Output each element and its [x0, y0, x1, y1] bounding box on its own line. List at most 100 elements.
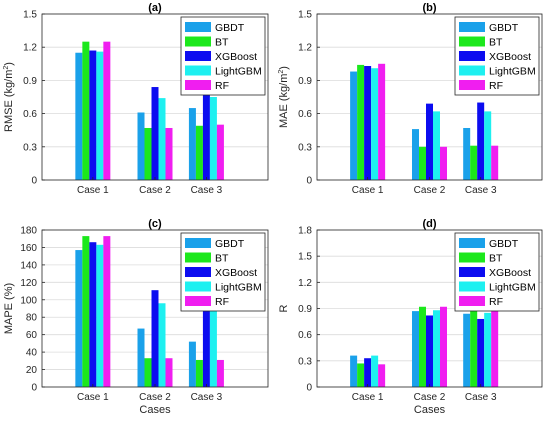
legend-label-bt: BT: [489, 253, 503, 265]
legend-swatch-rf: [185, 296, 211, 306]
axes-box: [41, 13, 269, 181]
legend: GBDT BT XGBoost LightGBM RF: [454, 232, 540, 312]
legend-swatch-bt: [459, 252, 485, 263]
legend-swatch-xgboost: [185, 51, 211, 61]
x-tick-label: Case 1: [352, 185, 384, 196]
bar-xgboost-case-2: [426, 103, 433, 180]
y-tick-label: 0.6: [23, 109, 37, 120]
bar-rf-case-2: [440, 146, 447, 180]
x-tick-label: Case 3: [191, 185, 223, 196]
bar-gbdt-case-3: [463, 127, 471, 180]
bar-lightgbm-case-2: [158, 98, 166, 180]
axes-box: [41, 229, 269, 388]
y-tick-label: 0: [306, 383, 312, 394]
y-tick-label: 0.9: [298, 304, 312, 315]
x-tick-label: Case 3: [465, 392, 497, 403]
y-tick-label: 0: [31, 176, 37, 187]
legend-label-gbdt: GBDT: [489, 22, 519, 34]
bar-xgboost-case-2: [151, 290, 159, 387]
y-tick-label: 80: [26, 313, 38, 324]
panel-1: 0 0.3 0.6 0.9 1.2 1.5 Case 1 Case 2 Case 3 (a) RMS…: [3, 2, 269, 196]
y-axis-label: MAE (kg/m2): [278, 66, 290, 128]
bar-gbdt-case-3: [463, 313, 471, 387]
x-tick-label: Case 1: [352, 392, 384, 403]
legend-label-xgboost: XGBoost: [489, 267, 531, 279]
bar-bt-case-2: [144, 358, 152, 387]
y-tick-label: 120: [20, 278, 37, 289]
bar-xgboost-case-1: [89, 50, 97, 180]
bar-gbdt-case-1: [75, 52, 83, 180]
bar-rf-case-3: [491, 145, 499, 180]
y-tick-label: 0: [306, 176, 312, 187]
legend-swatch-xgboost: [459, 267, 485, 277]
bar-lightgbm-case-1: [371, 68, 379, 180]
panel-title: (d): [422, 218, 436, 230]
legend-label-rf: RF: [215, 296, 229, 308]
bar-bt-case-2: [419, 306, 426, 387]
legend: GBDT BT XGBoost LightGBM RF: [180, 232, 266, 312]
legend-swatch-bt: [185, 36, 211, 47]
y-tick-label: 60: [26, 330, 38, 341]
legend-label-bt: BT: [215, 37, 229, 49]
bar-bt-case-3: [470, 308, 478, 387]
legend-label-rf: RF: [215, 80, 229, 92]
bar-gbdt-case-2: [137, 112, 145, 180]
bar-lightgbm-case-1: [96, 244, 104, 387]
y-tick-label: 0.6: [298, 330, 312, 341]
y-tick-label: 0.9: [298, 76, 312, 87]
x-tick-label: Case 2: [414, 185, 446, 196]
y-tick-label: 0.6: [298, 109, 312, 120]
y-tick-label: 1.2: [23, 43, 37, 54]
x-tick-label: Case 1: [77, 392, 109, 403]
bar-bt-case-3: [195, 125, 203, 180]
legend-label-gbdt: GBDT: [215, 22, 245, 34]
bar-bt-case-3: [195, 359, 203, 387]
bar-lightgbm-case-3: [209, 311, 217, 387]
legend-swatch-lightgbm: [459, 65, 485, 76]
legend-label-bt: BT: [489, 37, 503, 49]
legend-swatch-gbdt: [185, 22, 211, 32]
legend-label-lightgbm: LightGBM: [489, 282, 536, 294]
legend-label-rf: RF: [489, 80, 503, 92]
bar-xgboost-case-1: [364, 66, 372, 180]
bar-lightgbm-case-2: [158, 303, 166, 387]
bar-bt-case-1: [82, 236, 90, 387]
y-tick-label: 1.5: [23, 10, 37, 21]
bar-xgboost-case-3: [477, 318, 485, 387]
bar-rf-case-3: [216, 124, 224, 180]
legend-label-rf: RF: [489, 296, 503, 308]
y-tick-label: 1.5: [298, 10, 312, 21]
bar-lightgbm-case-1: [96, 51, 104, 181]
bar-lightgbm-case-3: [484, 312, 492, 387]
panel-title: (c): [148, 218, 162, 230]
axes-box: [316, 13, 543, 181]
panel-4: 0 0.3 0.6 0.9 1.2 1.5 1.8 Case 1 Case 2 Case 3 (d)…: [278, 218, 543, 416]
y-tick-label: 1.8: [298, 226, 312, 237]
legend-swatch-xgboost: [459, 51, 485, 61]
y-tick-label: 40: [26, 348, 38, 359]
bar-rf-case-1: [378, 63, 386, 180]
y-tick-label: 140: [20, 260, 37, 271]
y-tick-label: 0.3: [298, 142, 312, 153]
bar-rf-case-3: [491, 308, 499, 387]
legend-label-xgboost: XGBoost: [215, 51, 257, 63]
bar-gbdt-case-3: [188, 108, 196, 180]
bar-lightgbm-case-2: [433, 310, 440, 387]
bar-gbdt-case-1: [350, 355, 358, 387]
bar-bt-case-1: [82, 41, 90, 180]
legend-label-bt: BT: [215, 253, 229, 265]
bar-bt-case-2: [419, 146, 426, 180]
x-axis-label: Cases: [414, 404, 446, 416]
bar-bt-case-1: [357, 363, 365, 387]
legend-swatch-bt: [185, 252, 211, 263]
axes-box: [316, 229, 543, 388]
y-axis-label: R: [278, 304, 290, 312]
bar-xgboost-case-3: [477, 102, 485, 180]
bar-gbdt-case-2: [412, 129, 419, 180]
legend: GBDT BT XGBoost LightGBM RF: [454, 16, 540, 96]
legend-swatch-lightgbm: [185, 65, 211, 76]
y-tick-label: 1.2: [298, 278, 312, 289]
y-tick-label: 180: [20, 226, 37, 237]
bar-xgboost-case-3: [202, 85, 210, 180]
